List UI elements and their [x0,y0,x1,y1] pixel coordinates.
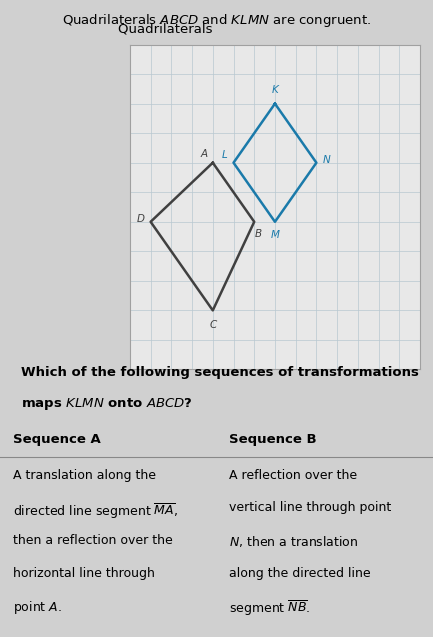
Text: B: B [255,229,262,239]
Text: Which of the following sequences of transformations: Which of the following sequences of tran… [21,366,419,379]
Text: along the directed line: along the directed line [229,566,371,580]
Text: Quadrilaterals $\boldsymbol{\mathit{ABCD}}$ and $\boldsymbol{\mathit{KLMN}}$ are: Quadrilaterals $\boldsymbol{\mathit{ABCD… [62,12,371,29]
Text: directed line segment $\overline{MA}$,: directed line segment $\overline{MA}$, [13,501,178,520]
Text: A: A [201,149,208,159]
Text: horizontal line through: horizontal line through [13,566,155,580]
Text: K: K [271,85,278,96]
Text: Quadrilaterals: Quadrilaterals [118,22,216,35]
Text: C: C [209,320,216,330]
Text: point $\mathit{A}$.: point $\mathit{A}$. [13,599,62,616]
Text: D: D [136,214,144,224]
Text: Sequence A: Sequence A [13,433,101,446]
Text: A reflection over the: A reflection over the [229,469,358,482]
Text: segment $\overline{NB}$.: segment $\overline{NB}$. [229,599,311,619]
Text: L: L [221,150,227,161]
Text: N: N [323,155,331,165]
Text: $\mathit{N}$, then a translation: $\mathit{N}$, then a translation [229,534,359,549]
Text: Sequence B: Sequence B [229,433,317,446]
Text: vertical line through point: vertical line through point [229,501,392,515]
Text: M: M [271,230,279,240]
Text: maps $\boldsymbol{\mathit{KLMN}}$ onto $\boldsymbol{\mathit{ABCD}}$?: maps $\boldsymbol{\mathit{KLMN}}$ onto $… [21,396,193,412]
Text: then a reflection over the: then a reflection over the [13,534,173,547]
Text: A translation along the: A translation along the [13,469,156,482]
